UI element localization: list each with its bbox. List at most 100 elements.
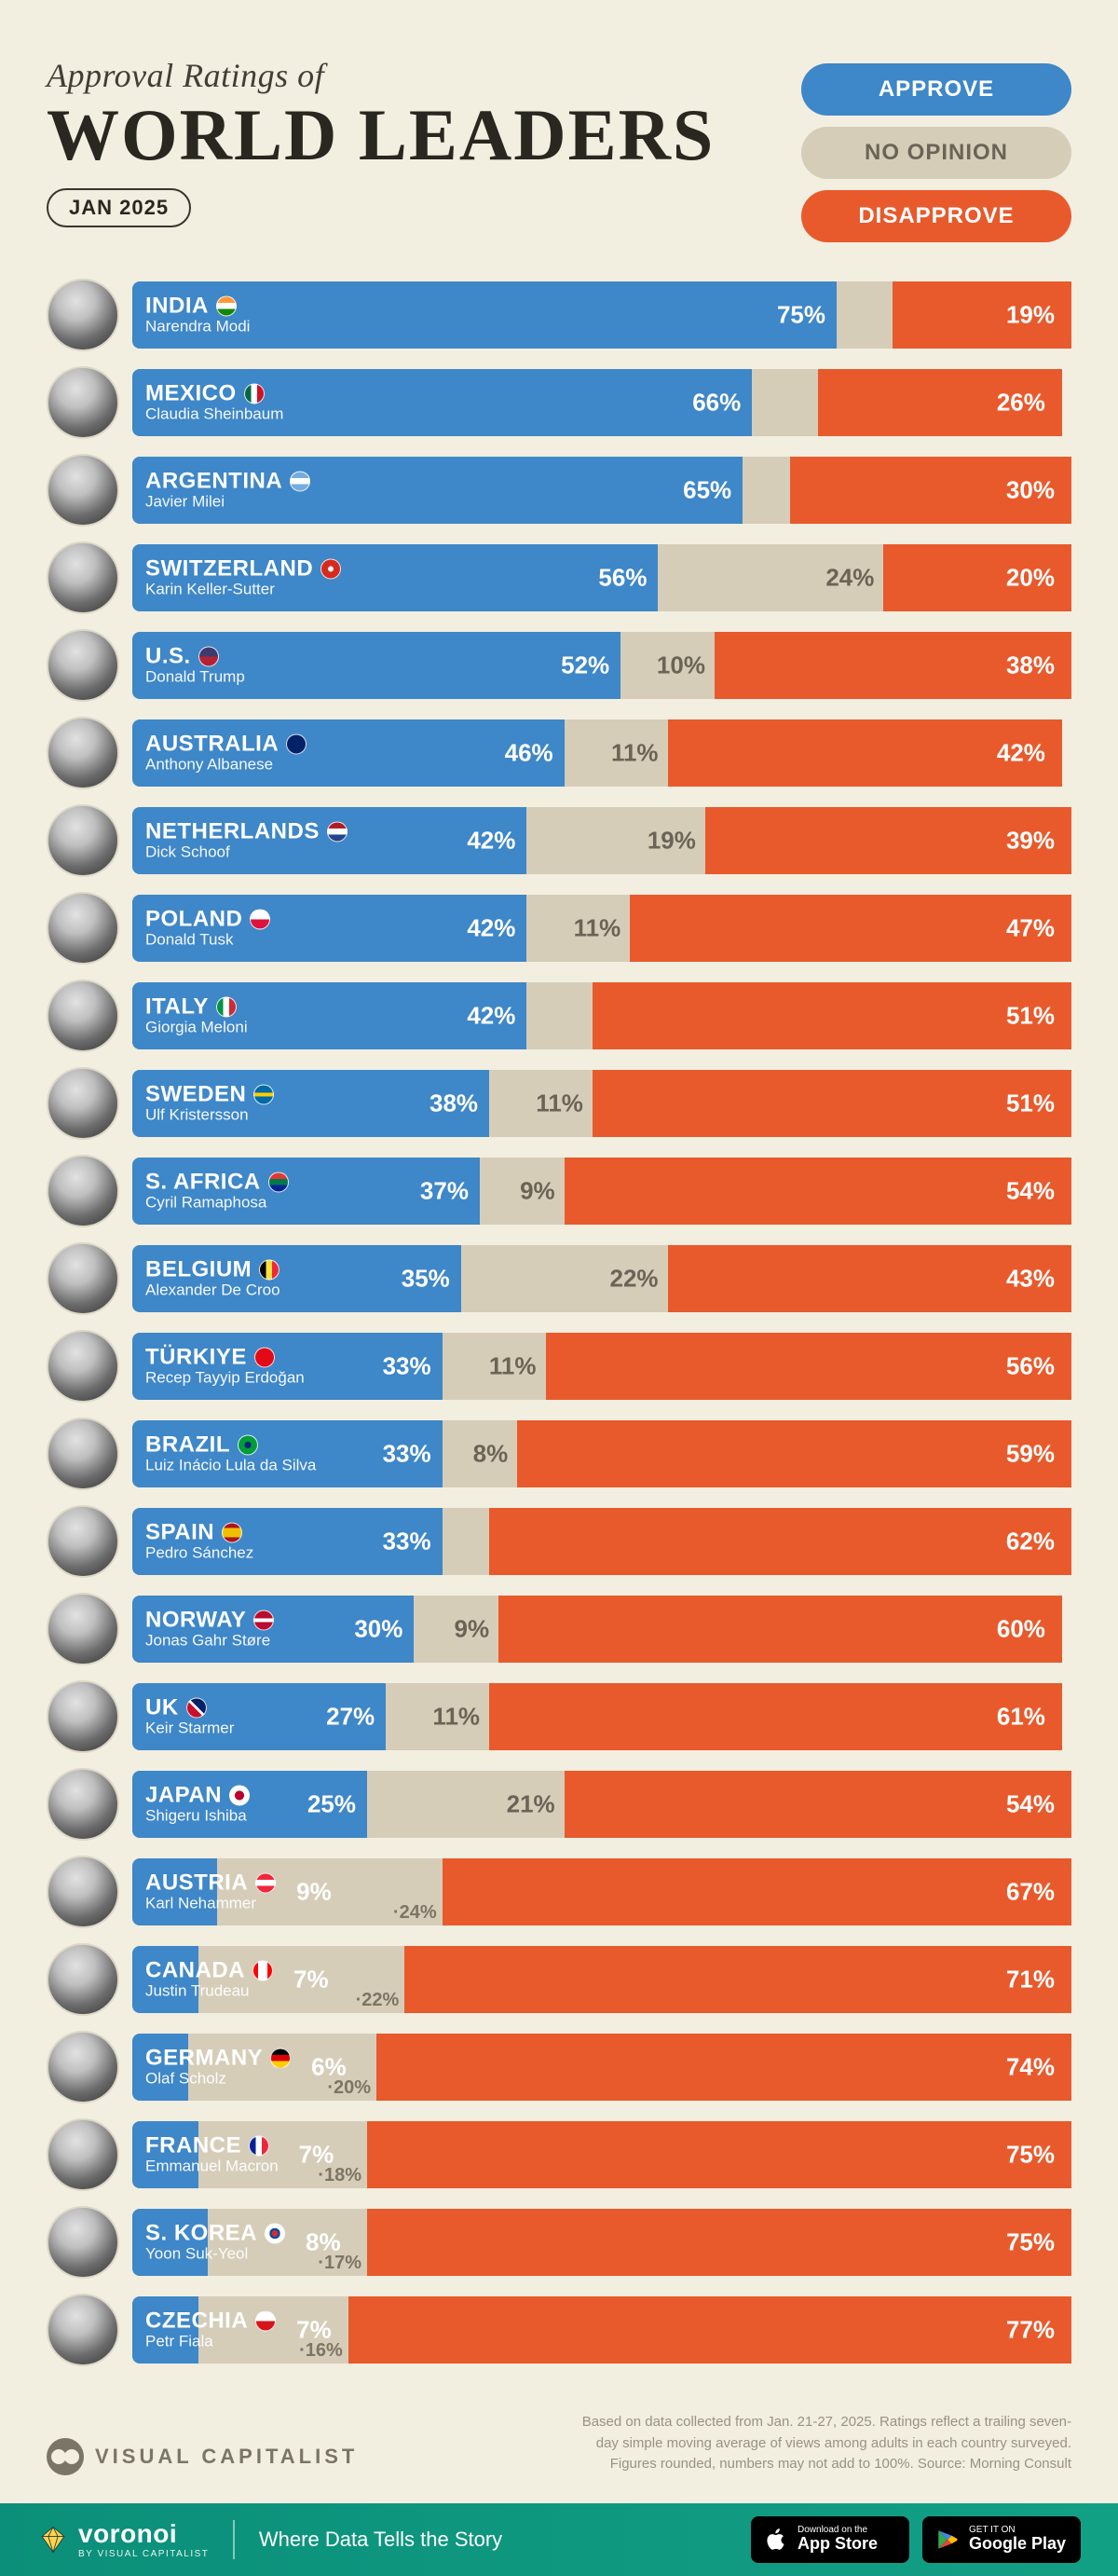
segment-no-opinion: 9% xyxy=(480,1158,565,1225)
flag-icon xyxy=(216,296,237,317)
leader-row: 75%FRANCEEmmanuel Macron7%·18% xyxy=(47,2119,1071,2190)
leader-avatar xyxy=(47,454,119,527)
leader-name: Recep Tayyip Erdoğan xyxy=(145,1370,305,1388)
google-play-badge[interactable]: GET IT ON Google Play xyxy=(922,2516,1081,2563)
approve-pct: 33% xyxy=(383,1352,431,1381)
segment-disapprove: 59% xyxy=(517,1420,1071,1487)
segment-no-opinion: 7% xyxy=(752,369,818,436)
leader-avatar xyxy=(47,1330,119,1403)
legend: APPROVE NO OPINION DISAPPROVE xyxy=(801,56,1071,242)
segment-no-opinion: 19% xyxy=(526,807,705,874)
leader-name: Pedro Sánchez xyxy=(145,1545,253,1563)
leader-row: JAPANShigeru Ishiba25%21%54% xyxy=(47,1769,1071,1840)
country-block: NORWAYJonas Gahr Støre xyxy=(145,1608,274,1650)
approve-pct: 8% xyxy=(306,2229,341,2256)
leader-avatar xyxy=(47,1768,119,1841)
date-pill: JAN 2025 xyxy=(47,188,191,227)
segment-disapprove: 51% xyxy=(593,1070,1071,1137)
leader-name: Anthony Albanese xyxy=(145,757,307,774)
country-block: MEXICOClaudia Sheinbaum xyxy=(145,381,283,423)
country-name: JAPAN xyxy=(145,1783,250,1807)
bar-track: INDIANarendra Modi75%6%19% xyxy=(132,281,1071,349)
vc-logo-icon xyxy=(47,2438,84,2475)
legend-no-opinion: NO OPINION xyxy=(801,127,1071,179)
disapprove-pct: 77% xyxy=(1006,2316,1055,2345)
country-name: BRAZIL xyxy=(145,1432,316,1457)
country-name: POLAND xyxy=(145,907,270,931)
approve-pct: 9% xyxy=(296,1879,332,1906)
segment-disapprove: 20% xyxy=(883,544,1071,611)
flag-icon xyxy=(229,1786,250,1806)
country-block: NETHERLANDSDick Schoof xyxy=(145,819,348,861)
segment-disapprove: 54% xyxy=(565,1158,1071,1225)
flag-icon xyxy=(253,1085,274,1105)
flag-icon xyxy=(255,2311,276,2332)
country-block: U.S.Donald Trump xyxy=(145,644,245,686)
legend-approve: APPROVE xyxy=(801,63,1071,116)
approve-pct: 7% xyxy=(299,2142,334,2169)
leader-avatar xyxy=(47,2206,119,2279)
leader-avatar xyxy=(47,279,119,351)
leader-row: TÜRKIYERecep Tayyip Erdoğan33%11%56% xyxy=(47,1331,1071,1402)
leader-row: SWEDENUlf Kristersson38%11%51% xyxy=(47,1068,1071,1139)
bar-chart-rows: INDIANarendra Modi75%6%19% MEXICOClaudia … xyxy=(47,280,1071,2365)
flag-icon xyxy=(290,472,310,492)
segment-no-opinion: 11% xyxy=(565,719,668,787)
segment-disapprove: 74% xyxy=(376,2034,1071,2101)
disapprove-pct: 61% xyxy=(997,1703,1045,1732)
country-name: NORWAY xyxy=(145,1608,274,1632)
leader-avatar xyxy=(47,541,119,614)
disapprove-pct: 54% xyxy=(1006,1790,1055,1819)
country-block: SPAINPedro Sánchez xyxy=(145,1520,253,1562)
segment-approve: ARGENTINAJavier Milei65% xyxy=(132,457,743,524)
leader-row: 67%AUSTRIAKarl Nehammer9%·24% xyxy=(47,1857,1071,1927)
segment-disapprove: 54% xyxy=(565,1771,1071,1838)
segment-disapprove: 26% xyxy=(818,369,1062,436)
flag-icon xyxy=(222,1523,242,1543)
app-store-badge[interactable]: Download on the App Store xyxy=(751,2516,909,2563)
title-block: Approval Ratings of WORLD LEADERS JAN 20… xyxy=(47,56,801,227)
segment-approve: AUSTRALIAAnthony Albanese46% xyxy=(132,719,565,787)
no-opinion-pct: 21% xyxy=(507,1790,555,1819)
country-block: INDIANarendra Modi xyxy=(145,294,250,336)
bar-track: ITALYGiorgia Meloni42%7%51% xyxy=(132,982,1071,1049)
approve-pct: 38% xyxy=(429,1089,478,1118)
overlay-country-block: S. KOREAYoon Suk-Yeol 8% xyxy=(145,2221,341,2263)
leader-avatar xyxy=(47,366,119,439)
disapprove-pct: 62% xyxy=(1006,1528,1055,1556)
segment-approve: UKKeir Starmer27% xyxy=(132,1683,386,1750)
no-opinion-pct: ·24% xyxy=(393,1902,437,1924)
flag-icon xyxy=(198,647,219,667)
leader-row: 77%CZECHIAPetr Fiala7%·16% xyxy=(47,2295,1071,2365)
leader-avatar xyxy=(47,1242,119,1315)
voronoi-left: voronoi BY VISUAL CAPITALIST Where Data … xyxy=(37,2519,502,2559)
leader-name: Luiz Inácio Lula da Silva xyxy=(145,1458,316,1475)
overlay-country-block: FRANCEEmmanuel Macron7% xyxy=(145,2133,334,2175)
no-opinion-pct: 9% xyxy=(455,1615,490,1644)
leader-name: Yoon Suk-Yeol xyxy=(145,2246,285,2264)
bar-track: U.S.Donald Trump52%10%38% xyxy=(132,632,1071,699)
segment-disapprove: 60% xyxy=(498,1596,1062,1663)
disapprove-pct: 26% xyxy=(997,389,1045,418)
leader-row: NETHERLANDSDick Schoof42%19%39% xyxy=(47,805,1071,876)
segment-approve: TÜRKIYERecep Tayyip Erdoğan33% xyxy=(132,1333,443,1400)
overlay-country-block: CANADAJustin Trudeau7% xyxy=(145,1958,329,2000)
flag-icon xyxy=(216,997,237,1018)
footnote-text: Based on data collected from Jan. 21-27,… xyxy=(582,2412,1071,2475)
bar-track: 75%FRANCEEmmanuel Macron7%·18% xyxy=(132,2121,1071,2188)
approve-pct: 65% xyxy=(683,476,731,505)
bar-track: BELGIUMAlexander De Croo35%22%43% xyxy=(132,1245,1071,1312)
leader-row: BELGIUMAlexander De Croo35%22%43% xyxy=(47,1243,1071,1314)
leader-avatar xyxy=(47,1593,119,1665)
country-name: UK xyxy=(145,1695,234,1720)
no-opinion-pct: 11% xyxy=(574,914,621,943)
country-name: S. KOREA xyxy=(145,2221,285,2245)
leader-avatar xyxy=(47,2031,119,2103)
country-block: ITALYGiorgia Meloni xyxy=(145,994,248,1036)
disapprove-pct: 56% xyxy=(1006,1352,1055,1381)
leader-row: U.S.Donald Trump52%10%38% xyxy=(47,630,1071,701)
leader-name: Alexander De Croo xyxy=(145,1282,280,1300)
approve-pct: 56% xyxy=(598,564,647,593)
approve-pct: 46% xyxy=(505,739,553,768)
flag-icon xyxy=(254,1348,275,1368)
